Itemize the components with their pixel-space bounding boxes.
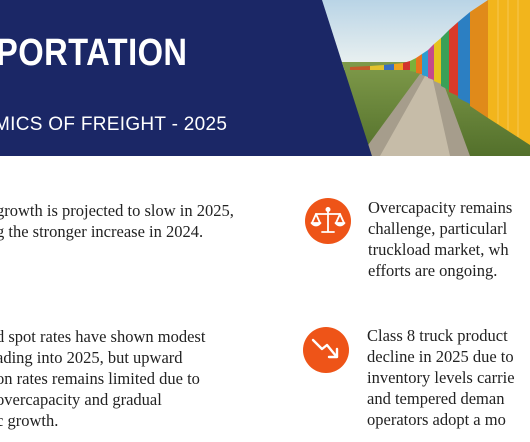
- text-line: and tempered deman: [367, 389, 505, 408]
- text-line: inventory levels carrie: [367, 368, 515, 387]
- growth-outlook-text: growth is projected to slow in 2025, g t…: [0, 200, 234, 242]
- overcapacity-text: Overcapacity remains challenge, particul…: [368, 197, 512, 281]
- banner-subtitle: MICS OF FREIGHT - 2025: [0, 114, 228, 135]
- header-banner: PORTATION MICS OF FREIGHT - 2025: [0, 0, 530, 156]
- text-line: operators adopt a mo: [367, 410, 506, 429]
- trend-down-arrow-icon: [303, 327, 349, 373]
- class8-truck-text: Class 8 truck product decline in 2025 du…: [367, 325, 515, 430]
- spot-rates-text: d spot rates have shown modest ading int…: [0, 326, 205, 431]
- text-line: Class 8 truck product: [367, 326, 508, 345]
- text-line: decline in 2025 due to: [367, 347, 514, 366]
- text-line: on rates remains limited due to: [0, 369, 200, 388]
- scale-balance-icon: [305, 198, 351, 244]
- text-line: truckload market, wh: [368, 240, 509, 259]
- text-line: d spot rates have shown modest: [0, 327, 206, 346]
- text-line: challenge, particularl: [368, 219, 508, 238]
- text-line: efforts are ongoing.: [368, 261, 498, 280]
- text-line: Overcapacity remains: [368, 198, 513, 217]
- text-line: c growth.: [0, 411, 59, 430]
- freight-train-photo: [322, 0, 530, 156]
- text-line: growth is projected to slow in 2025,: [0, 201, 234, 220]
- text-line: g the stronger increase in 2024.: [0, 222, 204, 241]
- text-line: ading into 2025, but upward: [0, 348, 183, 367]
- banner-title: PORTATION: [0, 32, 188, 74]
- text-line: overcapacity and gradual: [0, 390, 162, 409]
